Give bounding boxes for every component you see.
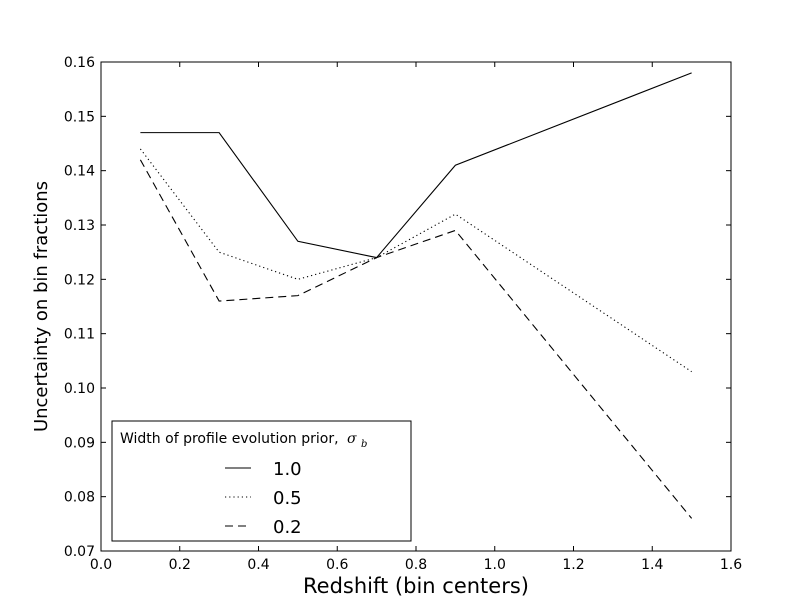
legend-items: 1.0 0.5 0.2 — [225, 459, 302, 538]
x-tick-label: 1.0 — [484, 557, 506, 573]
y-tick-label: 0.16 — [64, 55, 95, 71]
axis-ticks — [100, 61, 732, 552]
x-tick-label: 0.4 — [247, 557, 269, 573]
y-tick-label: 0.13 — [64, 218, 95, 234]
y-tick-label: 0.14 — [64, 164, 95, 180]
legend-label: 1.0 — [273, 459, 302, 480]
legend-label: 0.2 — [273, 517, 302, 538]
x-tick-label: 0.0 — [90, 557, 112, 573]
y-tick-label: 0.12 — [64, 272, 95, 288]
series-line-dashed — [139, 159, 693, 519]
y-tick-label: 0.08 — [64, 490, 95, 506]
y-tick-label: 0.10 — [64, 381, 95, 397]
x-tick-label: 1.2 — [562, 557, 584, 573]
legend-title-symbol: σ — [347, 431, 357, 447]
legend-label: 0.5 — [273, 488, 302, 509]
x-tick-label: 0.2 — [169, 557, 191, 573]
legend-box — [111, 420, 412, 542]
y-tick-label: 0.11 — [64, 327, 95, 343]
x-tick-label: 0.6 — [326, 557, 348, 573]
legend-title-prefix: Width of profile evolution prior, — [120, 431, 339, 447]
series-line-solid — [140, 72, 692, 259]
y-tick-label: 0.07 — [64, 544, 95, 560]
x-tick-label: 1.6 — [720, 557, 742, 573]
x-tick-label: 1.4 — [641, 557, 663, 573]
series-lines — [139, 72, 693, 519]
x-tick-label: 0.8 — [405, 557, 427, 573]
legend-title-subscript: b — [361, 439, 367, 450]
y-tick-label: 0.15 — [64, 109, 95, 125]
x-axis-label: Redshift (bin centers) — [303, 574, 529, 598]
y-axis-label: Uncertainty on bin fractions — [31, 181, 52, 432]
y-tick-label: 0.09 — [64, 435, 95, 451]
legend: Width of profile evolution prior, σ b 1.… — [111, 420, 412, 542]
axis-tick-labels: 0.0 0.2 0.4 0.6 0.8 1.0 1.2 1.4 1.6 0.07 0.08 0.09 0… — [64, 55, 742, 573]
legend-title: Width of profile evolution prior, σ b — [120, 431, 367, 450]
